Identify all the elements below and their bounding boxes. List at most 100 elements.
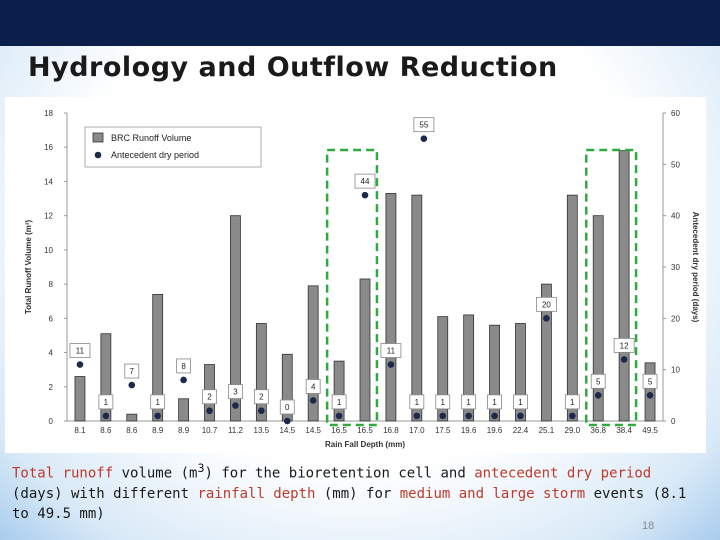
runoff-bar (126, 413, 138, 422)
caption-text: ) for the bioretention cell and (204, 465, 475, 482)
dry-period-label-box (279, 399, 295, 415)
runoff-bar (540, 283, 552, 422)
dry-period-dot (569, 412, 576, 420)
dry-period-label: 20 (542, 300, 551, 309)
runoff-bar (230, 215, 241, 422)
y-tick-label: 10 (44, 246, 53, 255)
legend-box (84, 126, 262, 168)
dry-period-label-box (305, 379, 321, 394)
dry-period-dot (283, 417, 291, 425)
runoff-bar (385, 193, 397, 422)
dry-period-label-box (413, 117, 435, 133)
dry-period-label-box (202, 389, 217, 405)
dry-period-dot (206, 407, 213, 415)
dry-period-dot (258, 407, 265, 415)
header-bar (0, 0, 720, 46)
runoff-bar (307, 285, 319, 422)
y2-tick-label: 10 (671, 366, 680, 375)
dry-period-dot (413, 412, 421, 420)
legend-label: BRC Runoff Volume (111, 133, 191, 143)
dry-period-label-box (590, 373, 606, 389)
dry-period-label-box (228, 384, 243, 400)
dry-period-label-box (253, 389, 269, 405)
y-tick-label: 4 (49, 349, 54, 358)
dry-period-dot (420, 135, 428, 142)
x-tick-label: 25.1 (539, 426, 555, 435)
caption-rainfall-depth: rainfall depth (197, 485, 316, 502)
x-tick-label: 17.0 (409, 426, 425, 435)
caption-total-runoff: Total runoff (12, 465, 114, 482)
y2-axis-title: Antecedent dry period (days) (691, 212, 700, 323)
legend-bar-swatch (92, 132, 104, 143)
caption-antecedent-dry-period: antecedent dry period (474, 465, 652, 482)
dry-period-label: 2 (259, 393, 264, 402)
runoff-bar (515, 323, 526, 422)
x-tick-label: 22.4 (513, 426, 529, 435)
dry-period-label: 3 (233, 388, 238, 397)
runoff-bar (333, 360, 345, 422)
dry-period-dot (387, 361, 395, 368)
dry-period-label: 1 (104, 398, 109, 407)
y2-tick-label: 0 (671, 417, 676, 426)
dry-period-label-box (487, 394, 502, 410)
dry-period-dot (517, 412, 524, 420)
x-tick-label: 8.1 (74, 426, 86, 435)
x-tick-label: 49.5 (642, 426, 658, 435)
slide-caption: Total runoff volume (m3) for the biorete… (12, 458, 702, 524)
dry-period-label-box (435, 394, 451, 410)
slide-number: 18 (642, 520, 655, 532)
runoff-bar (152, 293, 164, 422)
dry-period-label: 12 (620, 341, 629, 350)
dry-period-label-box (98, 394, 114, 410)
dry-period-label: 11 (387, 347, 396, 356)
chart-panel: 0 2 4 6 8 10 12 14 16 18 0 10 20 30 40 50 60 8.1 8.6 8.6 8.9… (5, 97, 706, 453)
dry-period-dot (102, 412, 110, 420)
dry-period-label: 2 (207, 393, 212, 402)
x-tick-label: 14.5 (279, 426, 295, 435)
y2-tick-label: 50 (671, 160, 680, 169)
slide-title: Hydrology and Outflow Reduction (28, 52, 558, 83)
runoff-bar (74, 376, 86, 422)
runoff-bar (592, 215, 604, 422)
x-tick-label: 19.6 (461, 426, 477, 435)
dry-period-dot (491, 412, 498, 420)
dry-period-label-box (642, 373, 658, 389)
dry-period-label-box (564, 394, 580, 410)
runoff-bar (489, 324, 500, 422)
dry-period-dot (180, 376, 187, 384)
caption-superscript: 3 (197, 461, 205, 475)
x-tick-label: 29.0 (565, 426, 581, 435)
legend-dot-swatch (94, 151, 102, 159)
dry-period-label-box (409, 394, 425, 410)
dry-period-label: 11 (76, 347, 85, 356)
dry-period-label-box (124, 363, 140, 379)
dry-period-dot (439, 412, 447, 420)
dry-period-label-box (513, 394, 528, 410)
dry-period-label-box (176, 358, 192, 374)
x-tick-label: 16.8 (383, 426, 399, 435)
y-tick-label: 18 (44, 109, 53, 118)
dry-period-dot (154, 412, 161, 420)
x-tick-label: 8.6 (100, 426, 112, 435)
dry-period-label-box (150, 394, 166, 410)
dry-period-dot (465, 412, 472, 420)
dry-period-label-box (613, 337, 635, 353)
dry-period-label: 1 (337, 398, 342, 407)
x-tick-label: 38.4 (616, 426, 632, 435)
y-tick-label: 16 (44, 143, 53, 152)
y-tick-label: 12 (44, 212, 53, 221)
dry-period-dot (594, 392, 602, 399)
dry-period-dot (76, 361, 84, 368)
dry-period-label: 1 (441, 398, 446, 407)
dry-period-label: 8 (181, 362, 186, 371)
dry-period-label-box (331, 394, 347, 410)
dry-period-label: 44 (361, 177, 370, 186)
dry-period-dot (232, 402, 239, 409)
runoff-bar (411, 194, 423, 422)
x-tick-label: 8.9 (178, 426, 190, 435)
dry-period-dot (128, 381, 136, 389)
y2-tick-label: 60 (671, 109, 680, 118)
dry-period-label: 1 (415, 398, 420, 407)
dry-period-label-box (461, 394, 477, 410)
caption-text: volume (m (113, 465, 198, 482)
